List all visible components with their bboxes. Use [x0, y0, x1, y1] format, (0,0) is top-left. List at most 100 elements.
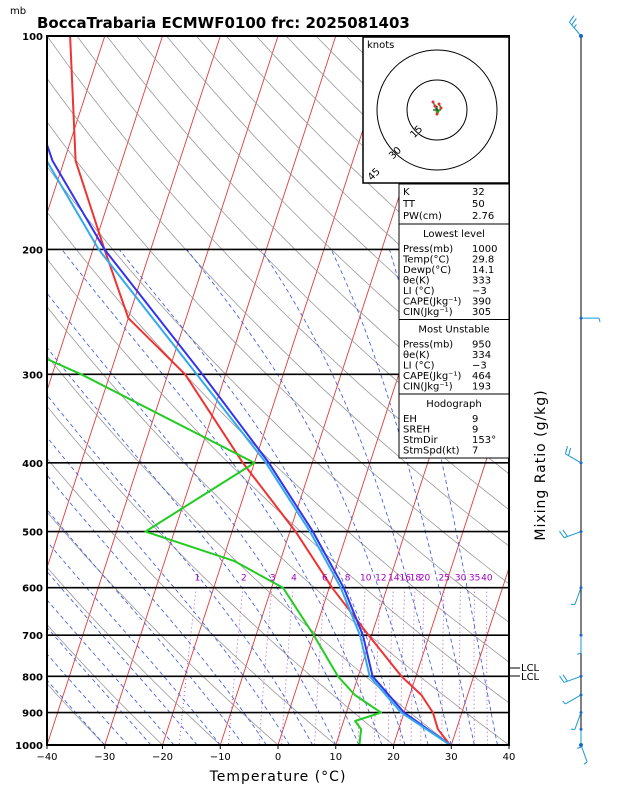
- mixing-ratio-label: 18: [410, 573, 422, 583]
- indices-row-value: 29.8: [472, 255, 494, 266]
- wind-barb-staff: [574, 712, 582, 730]
- moist-adiabat-line: [47, 626, 152, 745]
- mixing-ratio-label: 25: [439, 573, 450, 583]
- hodograph-ring: [376, 49, 498, 171]
- wind-barb-feather: [573, 24, 577, 29]
- indices-row-value: 334: [472, 350, 491, 361]
- wind-barb-staff: [565, 694, 582, 705]
- indices-row-value: 390: [472, 297, 491, 308]
- mixing-ratio-line: [338, 587, 348, 745]
- isotherm-line: [567, 36, 618, 745]
- mixing-ratio-line: [178, 587, 197, 745]
- wind-barb-point: [579, 34, 583, 38]
- profile-line-3: [47, 158, 451, 745]
- wind-barb-point: [579, 530, 583, 534]
- moist-adiabat-line: [47, 346, 337, 745]
- wind-barb-point: [579, 674, 583, 678]
- x-axis-label: Temperature (°C): [209, 769, 347, 785]
- wind-barb-feather: [571, 18, 577, 26]
- wind-barb-point: [579, 316, 583, 320]
- indices-row-value: 153°: [472, 435, 496, 446]
- wind-barb-point: [579, 727, 583, 731]
- indices-row-label: SREH: [403, 425, 430, 436]
- profile-lines: [47, 36, 451, 745]
- temperature-tick-label: −10: [210, 752, 231, 763]
- isotherm-line: [47, 36, 106, 215]
- mixing-ratio-label: 14: [388, 573, 400, 583]
- profile-line-1: [47, 357, 382, 745]
- indices-row-label: θe(K): [403, 276, 430, 287]
- indices-row-value: 333: [472, 276, 491, 287]
- mixing-ratio-label: 8: [345, 573, 351, 583]
- isotherm-line: [508, 743, 509, 745]
- dry-adiabat-line: [47, 121, 509, 585]
- pressure-tick-label: 800: [22, 672, 43, 683]
- indices-box: [398, 319, 510, 395]
- isotherm-line: [47, 36, 221, 570]
- dry-adiabat-line: [47, 306, 509, 745]
- isotherm-line: [47, 36, 163, 392]
- indices-section-header: Lowest level: [423, 229, 485, 240]
- indices-row-label: Press(mb): [403, 244, 453, 255]
- dry-adiabat-line: [47, 211, 509, 663]
- wind-barb-staff: [574, 587, 582, 605]
- mixing-ratio-line: [473, 587, 475, 745]
- hodograph-trace: [431, 100, 443, 116]
- indices-row-value: 1000: [472, 244, 497, 255]
- indices-row-label: StmDir: [403, 435, 438, 446]
- indices-row-label: Temp(°C): [402, 255, 450, 266]
- pressure-tick-label: 500: [22, 528, 43, 539]
- mixing-ratio-line: [314, 587, 325, 745]
- indices-row-label: K: [403, 187, 410, 198]
- mixing-ratio-line: [258, 587, 273, 745]
- wind-barb-feather: [562, 700, 566, 705]
- pressure-tick-label: 900: [22, 709, 43, 720]
- wind-barb-point: [579, 586, 583, 590]
- wind-barb-point: [579, 461, 583, 465]
- lcl-markers: LCL LCL: [509, 663, 540, 683]
- wind-barb-staff: [565, 453, 582, 464]
- indices-box: [398, 393, 510, 459]
- mixing-ratio-axis-label: Mixing Ratio (g/kg): [533, 389, 549, 540]
- indices-row-label: CIN(Jkg⁻¹): [403, 307, 453, 318]
- dry-adiabat-line: [47, 165, 509, 623]
- lcl-label-lower: LCL: [521, 672, 540, 683]
- indices-row-value: 9: [472, 425, 478, 436]
- pressure-tick-labels: 100 200 300 400 500 600 700 800 900 1000: [15, 32, 43, 752]
- wind-barb-feather: [568, 447, 572, 456]
- indices-row-label: EH: [403, 414, 417, 425]
- isotherm-line: [104, 36, 337, 745]
- temperature-tick-label: −30: [94, 752, 115, 763]
- temperature-tick-label: 30: [445, 752, 458, 763]
- indices-row-label: Dewp(°C): [403, 265, 451, 276]
- isotherm-line: [162, 36, 394, 745]
- wind-barb-feather: [564, 446, 568, 454]
- mixing-ratio-label: 20: [419, 573, 431, 583]
- temperature-tick-label: −20: [152, 752, 173, 763]
- wind-barb-feather: [577, 652, 582, 655]
- dry-adiabat-line: [47, 405, 394, 745]
- indices-row-label: TT: [402, 199, 416, 210]
- wind-barb-point: [579, 743, 583, 747]
- indices-box: [398, 223, 510, 320]
- dry-adiabat-line: [47, 683, 106, 745]
- moist-adiabat-line: [186, 249, 429, 745]
- wind-barb-column: [559, 15, 601, 765]
- pressure-tick-label: 700: [22, 631, 43, 642]
- wind-barb-point: [579, 633, 583, 637]
- profile-line-2: [47, 141, 451, 745]
- moist-adiabat-line: [47, 599, 175, 745]
- indices-row-value: 305: [472, 307, 491, 318]
- pressure-tick-label: 300: [22, 370, 43, 381]
- mixing-ratio-line: [458, 587, 461, 745]
- pressure-tick-label: 100: [22, 32, 43, 43]
- indices-row-label: CAPE(Jkg⁻¹): [403, 297, 461, 308]
- pressure-tick-label: 600: [22, 584, 43, 595]
- indices-row-label: PW(cm): [403, 211, 442, 222]
- indices-row-label: CIN(Jkg⁻¹): [403, 382, 453, 393]
- wind-barb-feather: [577, 746, 582, 749]
- moist-adiabat-line: [47, 653, 129, 745]
- hodograph-point: [435, 112, 439, 116]
- isotherm-line: [450, 566, 509, 745]
- indices-row-value: 32: [472, 187, 485, 198]
